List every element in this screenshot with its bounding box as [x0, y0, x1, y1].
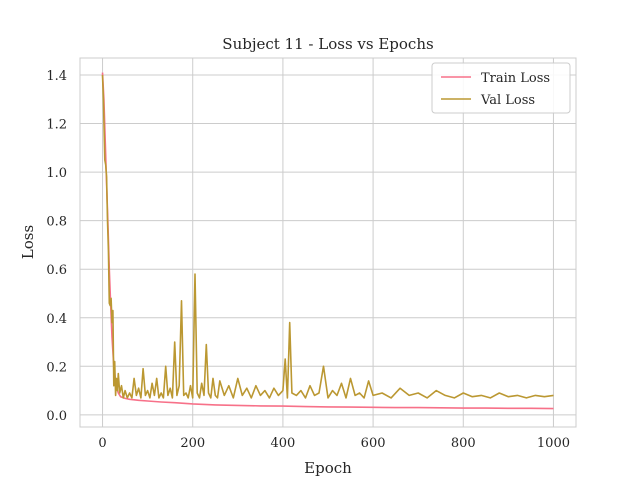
x-tick-label: 800: [451, 436, 476, 451]
y-tick-label: 1.2: [46, 118, 67, 133]
y-tick-label: 0.2: [46, 360, 67, 375]
grid: [80, 58, 576, 427]
x-tick-label: 400: [270, 436, 295, 451]
legend-label: Val Loss: [480, 93, 535, 108]
y-tick-label: 1.4: [46, 69, 67, 84]
x-tick-label: 0: [98, 436, 106, 451]
x-tick-label: 200: [180, 436, 205, 451]
x-tick-label: 1000: [537, 436, 570, 451]
ticks: 0 200 400 600 800 1000 0.0 0.2 0.4 0.6 0.8 1.0 1.2 1.…: [46, 69, 570, 451]
y-tick-label: 0.8: [46, 215, 67, 230]
plot-frame: [79, 57, 577, 428]
y-axis-label: Loss: [19, 225, 37, 259]
y-tick-label: 0.6: [46, 263, 67, 278]
y-tick-label: 0.0: [46, 409, 67, 424]
legend-box: [431, 62, 571, 114]
series-layer: [101, 72, 554, 410]
legend-label: Train Loss: [481, 71, 550, 86]
legend: Train Loss Val Loss: [431, 62, 571, 114]
chart-title: Subject 11 - Loss vs Epochs: [222, 35, 433, 53]
x-tick-label: 600: [361, 436, 386, 451]
x-axis-label: Epoch: [304, 459, 352, 477]
series-line-val-loss: [101, 74, 554, 399]
series-line-train-loss: [101, 72, 554, 410]
y-tick-label: 1.0: [46, 166, 67, 181]
y-tick-label: 0.4: [46, 312, 67, 327]
